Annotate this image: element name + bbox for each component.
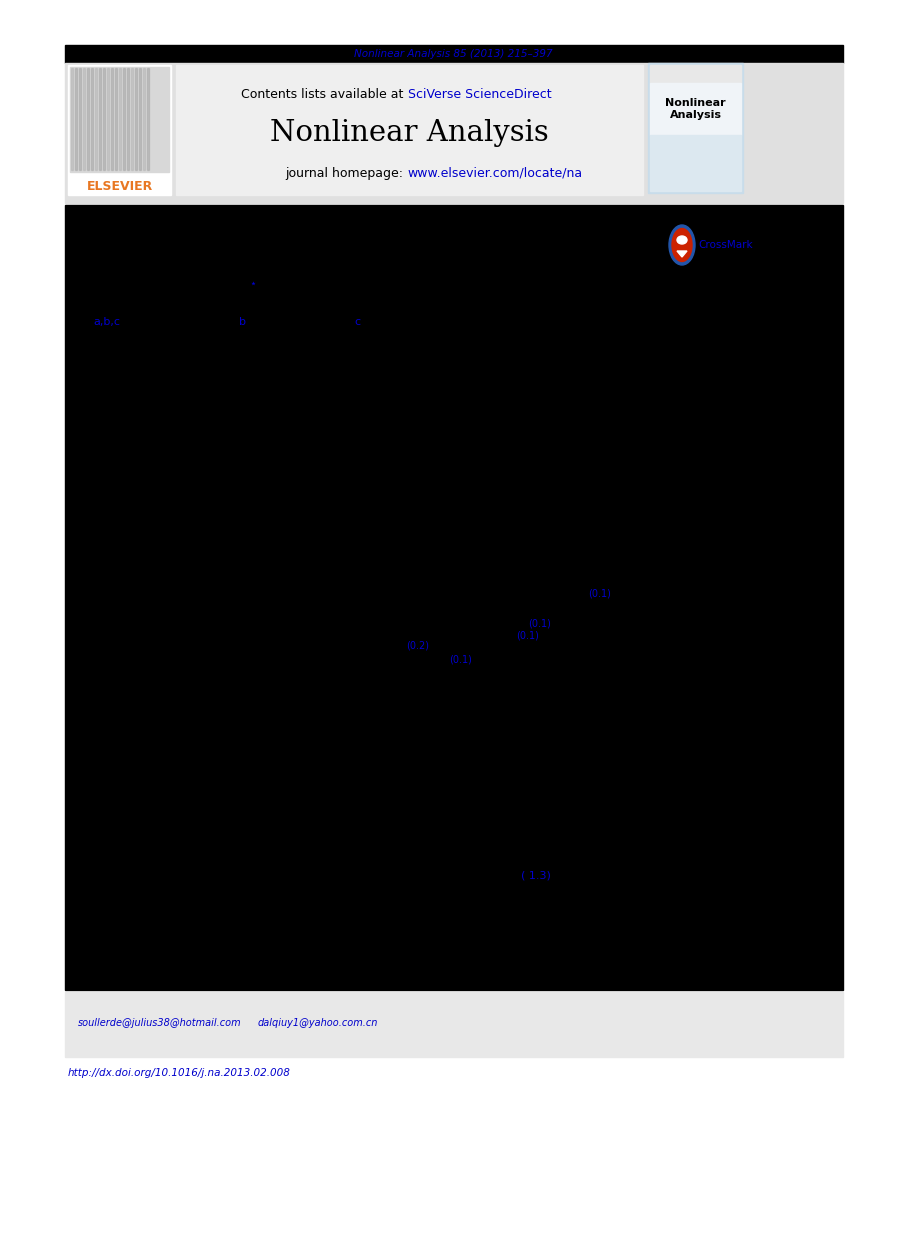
- Text: ⋆: ⋆: [249, 280, 257, 290]
- Bar: [650, 135, 741, 191]
- Bar: [65, 45, 843, 63]
- Bar: [131, 68, 133, 170]
- Text: SciVerse ScienceDirect: SciVerse ScienceDirect: [407, 88, 551, 102]
- Bar: [95, 68, 97, 170]
- Bar: [139, 68, 141, 170]
- Bar: [70, 67, 169, 172]
- Bar: [123, 68, 125, 170]
- Text: (0.1): (0.1): [528, 618, 551, 628]
- Bar: [65, 63, 843, 203]
- Bar: [650, 66, 741, 83]
- Bar: [65, 206, 843, 990]
- Text: (0.1): (0.1): [449, 654, 472, 664]
- Bar: [68, 66, 171, 196]
- Bar: [115, 68, 117, 170]
- Bar: [79, 68, 81, 170]
- Text: a,b,c: a,b,c: [93, 317, 121, 327]
- Text: Nonlinear Analysis: Nonlinear Analysis: [270, 119, 549, 147]
- Text: CrossMark: CrossMark: [698, 240, 753, 250]
- Bar: [650, 83, 741, 135]
- Text: (0.1): (0.1): [516, 631, 539, 641]
- Text: Nonlinear Analysis 85 (2013) 215–397: Nonlinear Analysis 85 (2013) 215–397: [355, 50, 552, 59]
- Bar: [91, 68, 93, 170]
- Bar: [119, 68, 121, 170]
- Bar: [103, 68, 105, 170]
- Bar: [99, 68, 101, 170]
- Bar: [87, 68, 89, 170]
- Text: ( 1.3): ( 1.3): [521, 870, 551, 880]
- Bar: [71, 68, 73, 170]
- Text: b: b: [239, 317, 247, 327]
- Text: ELSEVIER: ELSEVIER: [86, 181, 152, 193]
- Bar: [111, 68, 113, 170]
- Text: http://dx.doi.org/10.1016/j.na.2013.02.008: http://dx.doi.org/10.1016/j.na.2013.02.0…: [68, 1068, 291, 1078]
- Text: (0.1): (0.1): [588, 588, 611, 598]
- Text: journal homepage:: journal homepage:: [286, 166, 407, 180]
- Bar: [176, 66, 643, 196]
- Text: dalqiuy1@yahoo.com.cn: dalqiuy1@yahoo.com.cn: [258, 1018, 378, 1028]
- Ellipse shape: [672, 229, 692, 261]
- Bar: [143, 68, 145, 170]
- Text: soullerde@julius38@hotmail.com: soullerde@julius38@hotmail.com: [78, 1018, 242, 1028]
- Text: Contents lists available at: Contents lists available at: [241, 88, 407, 102]
- Bar: [135, 68, 137, 170]
- Bar: [83, 68, 85, 170]
- Bar: [75, 68, 77, 170]
- Text: Nonlinear
Analysis: Nonlinear Analysis: [665, 98, 726, 120]
- Text: (0.2): (0.2): [406, 641, 429, 651]
- Ellipse shape: [677, 236, 687, 244]
- Bar: [648, 63, 743, 193]
- Bar: [107, 68, 109, 170]
- Text: c: c: [354, 317, 360, 327]
- Text: www.elsevier.com/locate/na: www.elsevier.com/locate/na: [407, 166, 582, 180]
- Bar: [65, 992, 843, 1057]
- Ellipse shape: [669, 225, 695, 265]
- Bar: [127, 68, 129, 170]
- Polygon shape: [677, 251, 687, 258]
- Bar: [147, 68, 149, 170]
